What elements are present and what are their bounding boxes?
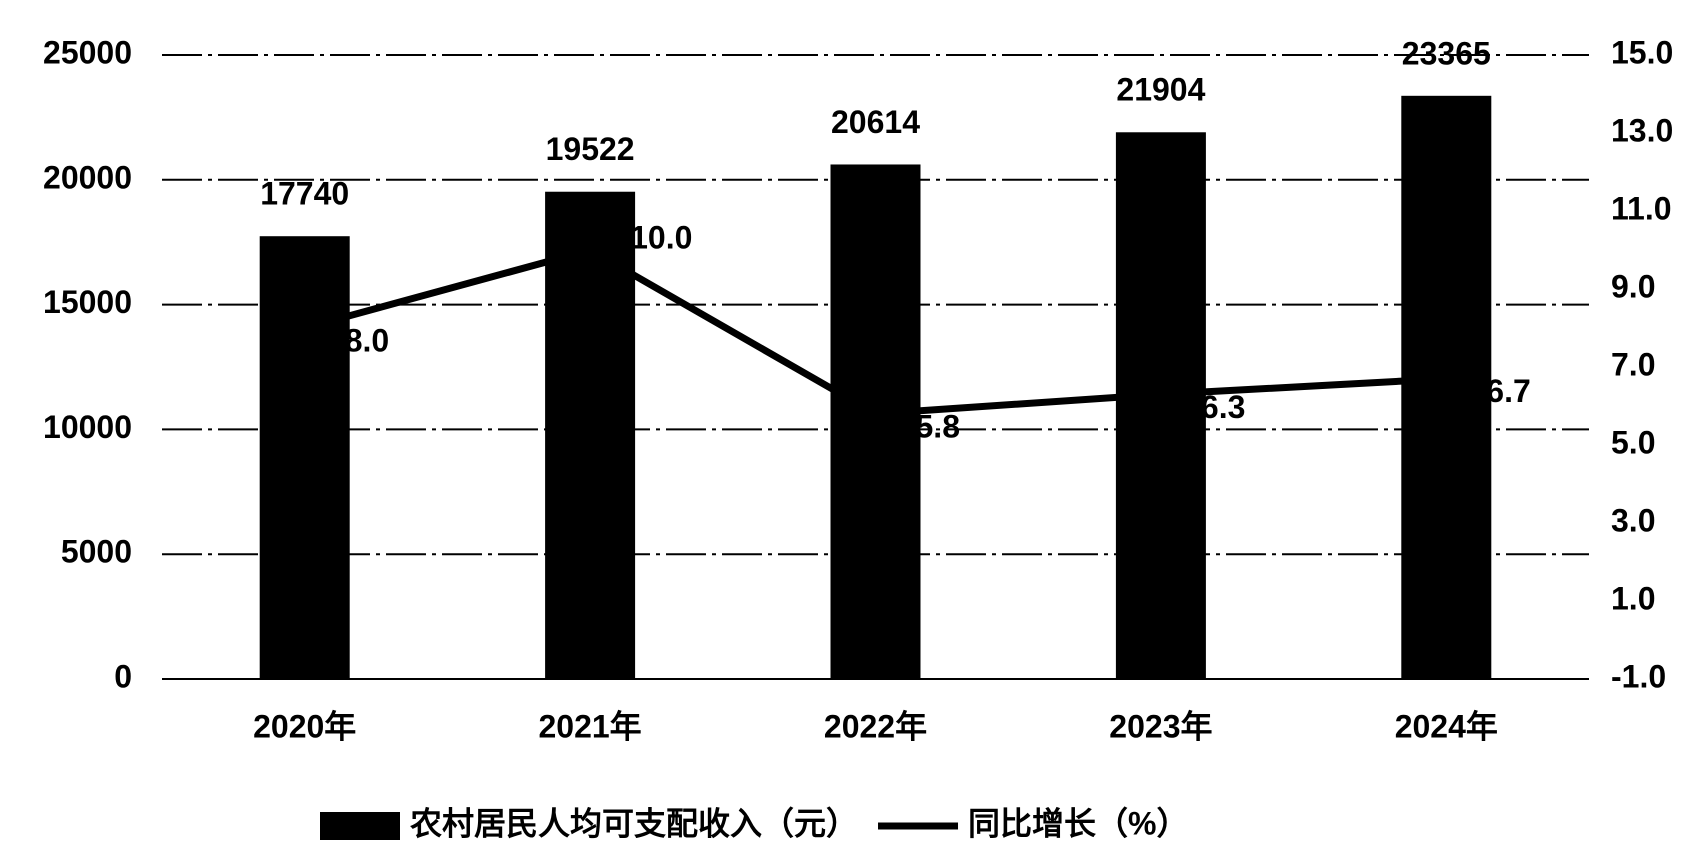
bar-value-label: 19522 xyxy=(546,131,635,167)
line-value-label: 10.0 xyxy=(630,219,692,255)
line-value-label: 6.3 xyxy=(1201,389,1245,425)
y-tick-label: 25000 xyxy=(43,34,132,70)
y-tick-label: 15000 xyxy=(43,284,132,320)
y2-tick-label: 9.0 xyxy=(1611,268,1655,304)
y-tick-label: 5000 xyxy=(61,534,132,570)
line xyxy=(303,246,1447,418)
bar-value-label: 20614 xyxy=(831,104,920,140)
bar xyxy=(1115,132,1206,680)
y-tick-label: 20000 xyxy=(43,159,132,195)
legend-label: 同比增长（%） xyxy=(968,805,1188,841)
x-tick-label: 2020年 xyxy=(253,708,356,744)
line-value-label: 5.8 xyxy=(916,408,960,444)
x-tick-label: 2022年 xyxy=(824,708,927,744)
y2-tick-label: 15.0 xyxy=(1611,34,1673,70)
bar xyxy=(545,191,636,679)
bar xyxy=(1401,95,1492,680)
bar-value-label: 17740 xyxy=(260,176,349,212)
bar xyxy=(259,236,350,679)
line-value-label: 8.0 xyxy=(345,322,389,358)
legend-swatch xyxy=(320,812,400,840)
bar xyxy=(830,164,921,680)
y2-tick-label: 3.0 xyxy=(1611,502,1655,538)
y-tick-label: 10000 xyxy=(43,409,132,445)
y2-tick-label: 11.0 xyxy=(1611,190,1672,226)
y2-tick-label: -1.0 xyxy=(1611,658,1666,694)
bar-value-label: 23365 xyxy=(1402,35,1491,71)
x-tick-label: 2024年 xyxy=(1395,708,1498,744)
line-value-label: 6.7 xyxy=(1486,373,1530,409)
y2-tick-label: 1.0 xyxy=(1611,580,1655,616)
legend-label: 农村居民人均可支配收入（元） xyxy=(410,805,858,841)
y2-tick-label: 5.0 xyxy=(1611,424,1655,460)
y-tick-label: 0 xyxy=(114,658,132,694)
y2-tick-label: 7.0 xyxy=(1611,346,1655,382)
x-tick-label: 2023年 xyxy=(1109,708,1212,744)
bar-value-label: 21904 xyxy=(1116,72,1205,108)
y2-tick-label: 13.0 xyxy=(1611,112,1673,148)
x-tick-label: 2021年 xyxy=(538,708,641,744)
